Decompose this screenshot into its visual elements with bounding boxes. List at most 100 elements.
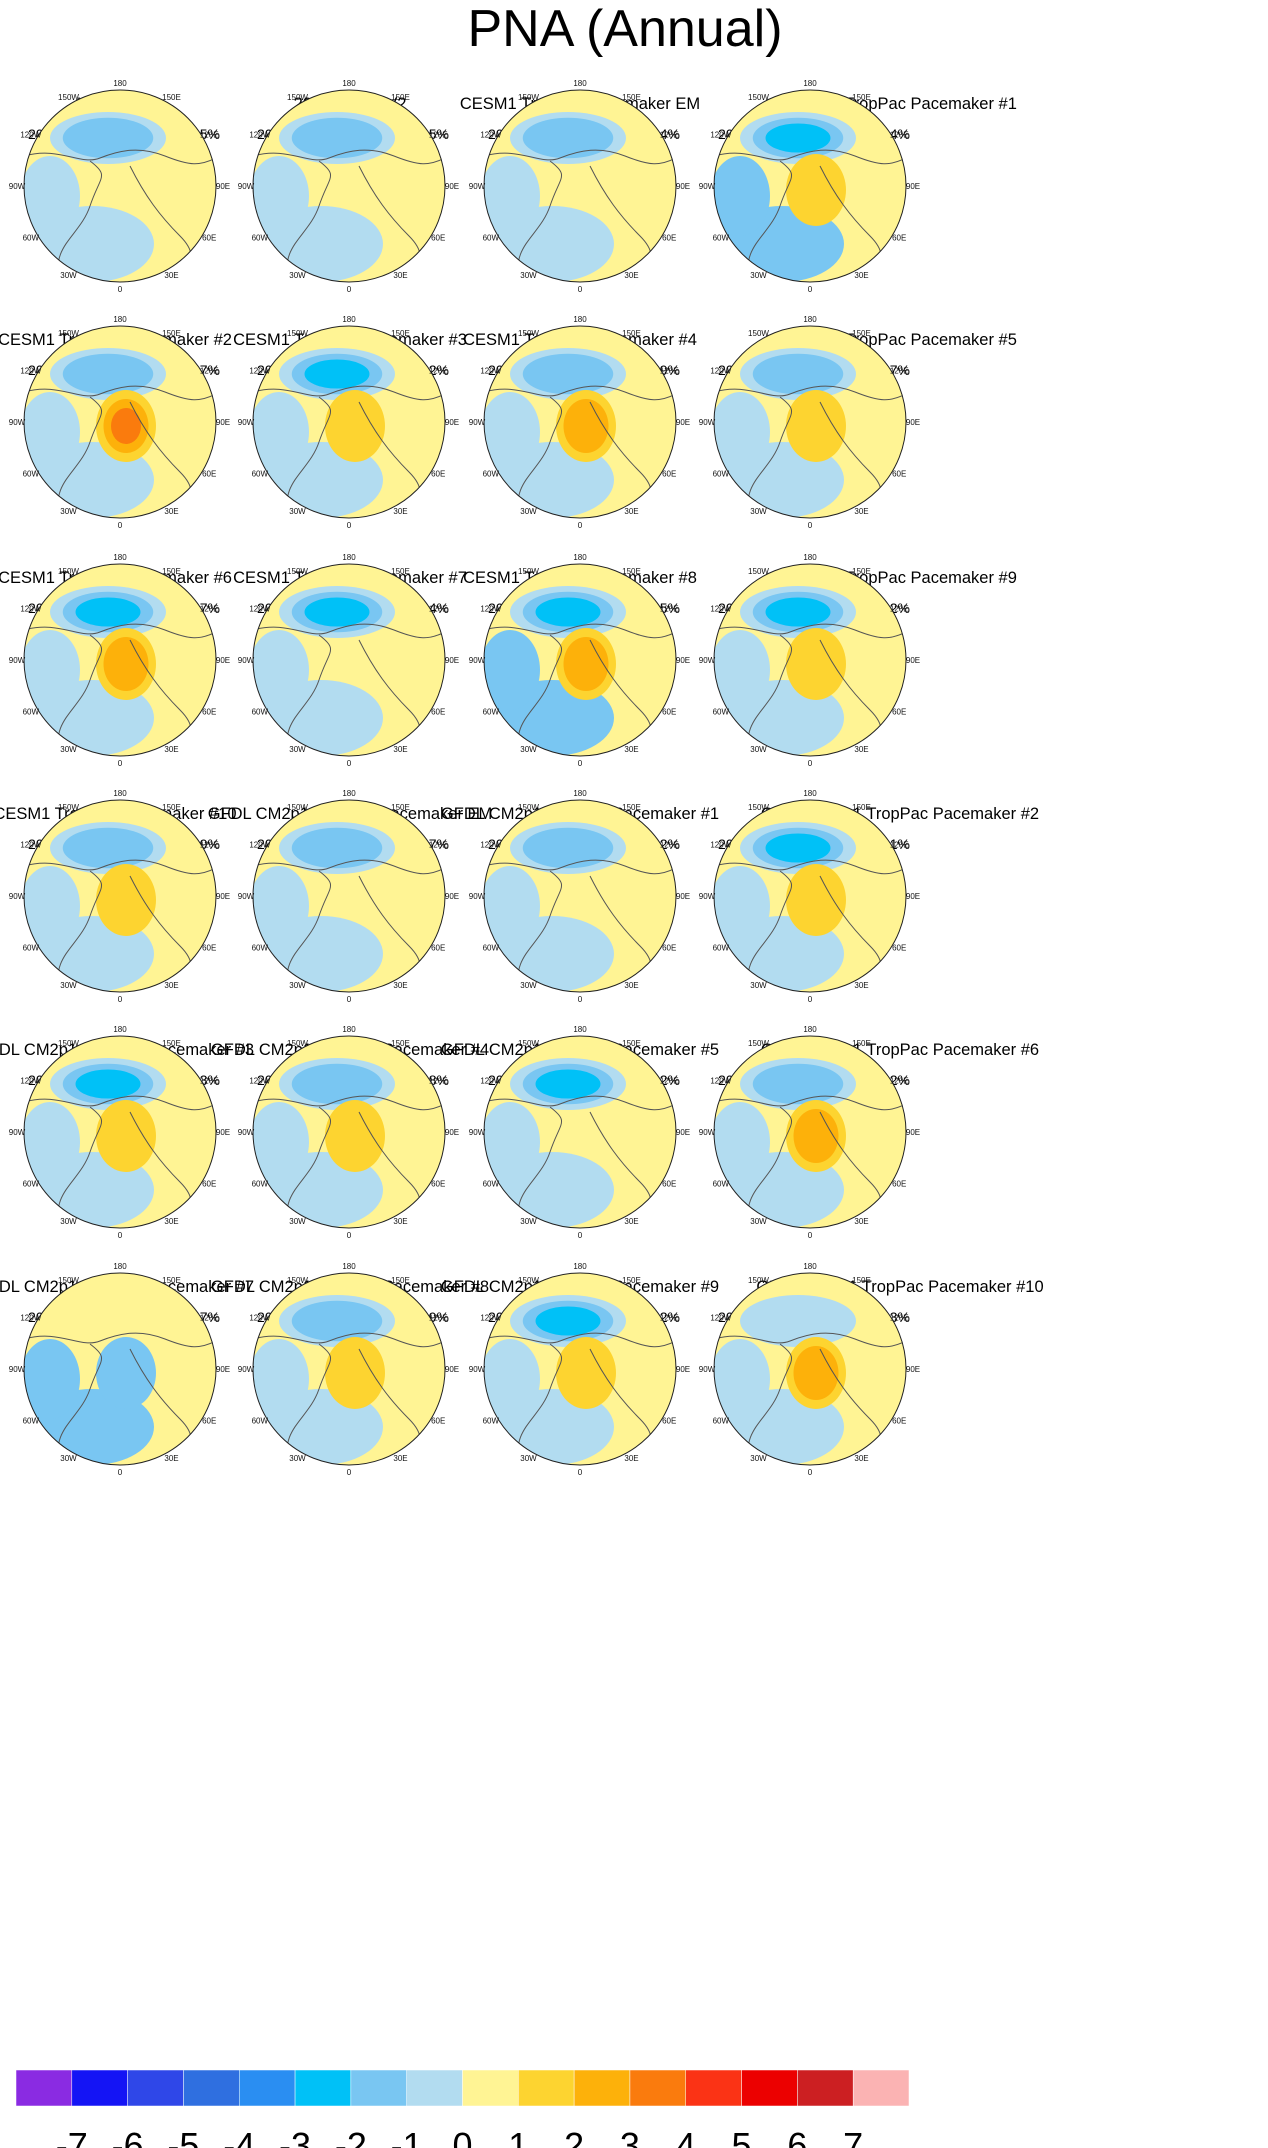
aleutian-anomaly (535, 1069, 601, 1099)
longitude-label: 180 (113, 1025, 127, 1034)
colorbar-label: 3 (620, 2125, 640, 2148)
colorbar-label: -4 (223, 2125, 255, 2148)
coastline (747, 870, 793, 992)
longitude-label: 90W (9, 892, 26, 901)
longitude-label: 120W (249, 841, 270, 850)
colorbar-swatch (741, 2069, 798, 2107)
atlantic-anomaly (714, 1339, 770, 1419)
coastline (714, 385, 906, 401)
aleutian-anomaly (752, 353, 844, 395)
coastline (24, 149, 216, 165)
longitude-label: 60W (483, 1180, 500, 1189)
colorbar-label: 6 (787, 2125, 807, 2148)
map-boundary (483, 563, 677, 757)
longitude-label: 0 (118, 759, 123, 768)
longitude-label: 120W (20, 367, 41, 376)
colorbar-swatch (294, 2069, 352, 2107)
map-boundary (713, 89, 907, 283)
longitude-label: 150E (391, 93, 410, 102)
map-boundary (23, 563, 217, 757)
map-panel: CESM1 TropPac Pacemaker #42002-201352.9%… (463, 315, 697, 530)
colorbar-swatch (127, 2069, 184, 2107)
longitude-label: 60E (431, 944, 445, 953)
longitude-label: 180 (113, 79, 127, 88)
longitude-label: 60W (713, 1417, 730, 1426)
longitude-label: 150E (852, 329, 871, 338)
longitude-label: 120E (429, 131, 448, 140)
longitude-label: 120W (710, 605, 731, 614)
longitude-label: 90E (216, 892, 230, 901)
longitude-label: 90E (676, 1128, 690, 1137)
longitude-label: 120W (710, 1077, 731, 1086)
longitude-label: 60W (713, 708, 730, 717)
coastline (484, 1332, 676, 1348)
coastline (286, 870, 332, 992)
longitude-label: 30E (854, 1217, 868, 1226)
longitude-label: 90W (238, 892, 255, 901)
longitude-label: 30E (164, 1454, 178, 1463)
longitude-label: 150W (518, 1039, 539, 1048)
coastline (484, 1095, 676, 1111)
coastline (517, 634, 563, 756)
longitude-label: 180 (803, 1025, 817, 1034)
longitude-label: 60W (252, 944, 269, 953)
longitude-label: 90W (238, 1365, 255, 1374)
longitude-label: 0 (118, 521, 123, 530)
map-panel: CESM1 TropPac Pacemaker #32002-201347.2%… (233, 315, 467, 530)
longitude-label: 120W (710, 131, 731, 140)
coastline (286, 160, 332, 282)
map-panel: CESM1 TropPac Pacemaker #52002-201346.7%… (699, 315, 1017, 530)
coastline (484, 385, 676, 401)
colorbar-swatch (406, 2069, 463, 2107)
polar-anomaly (563, 637, 609, 691)
aleutian-anomaly (765, 833, 831, 863)
coastline (714, 1095, 906, 1111)
map-boundary (713, 1272, 907, 1466)
longitude-label: 120W (249, 1314, 270, 1323)
colorbar-swatch (797, 2069, 854, 2107)
slp-field (484, 1036, 676, 1228)
longitude-label: 60E (892, 708, 906, 717)
longitude-label: 30E (624, 1454, 638, 1463)
longitude-label: 90W (699, 418, 716, 427)
longitude-label: 90W (469, 418, 486, 427)
longitude-label: 90W (9, 1365, 26, 1374)
slp-field (24, 564, 216, 756)
longitude-label: 120E (429, 841, 448, 850)
slp-field (253, 90, 445, 282)
longitude-label: 150W (748, 329, 769, 338)
longitude-label: 60W (483, 708, 500, 717)
longitude-label: 150E (852, 567, 871, 576)
map-boundary (483, 799, 677, 993)
longitude-label: 60E (202, 1417, 216, 1426)
longitude-label: 150E (622, 803, 641, 812)
longitude-label: 60E (431, 470, 445, 479)
longitude-label: 120E (200, 841, 219, 850)
longitude-label: 60W (252, 1417, 269, 1426)
longitude-label: 150E (162, 567, 181, 576)
longitude-label: 120E (890, 367, 909, 376)
longitude-label: 90E (216, 182, 230, 191)
longitude-label: 30E (854, 981, 868, 990)
colorbar-swatch (71, 2069, 128, 2107)
slp-field (484, 1273, 676, 1465)
atlantic-anomaly (24, 1339, 80, 1419)
aleutian-anomaly (740, 1295, 856, 1347)
colorbar-swatch (573, 2069, 631, 2107)
longitude-label: 60W (23, 470, 40, 479)
map-boundary (713, 1035, 907, 1229)
aleutian-anomaly (75, 597, 141, 627)
longitude-label: 150W (518, 803, 539, 812)
longitude-label: 90E (906, 1365, 920, 1374)
coastline (24, 1332, 216, 1348)
longitude-label: 60W (483, 944, 500, 953)
longitude-label: 150W (748, 803, 769, 812)
colorbar-label: -2 (335, 2125, 367, 2148)
slp-field (484, 326, 676, 518)
longitude-label: 60E (662, 708, 676, 717)
atlantic-anomaly (484, 866, 540, 946)
longitude-label: 150E (391, 1276, 410, 1285)
map-panel: GFDL CM2p1 TropPac Pacemaker #82002-2013… (211, 1262, 489, 1477)
longitude-label: 150W (58, 1276, 79, 1285)
longitude-label: 120E (890, 841, 909, 850)
